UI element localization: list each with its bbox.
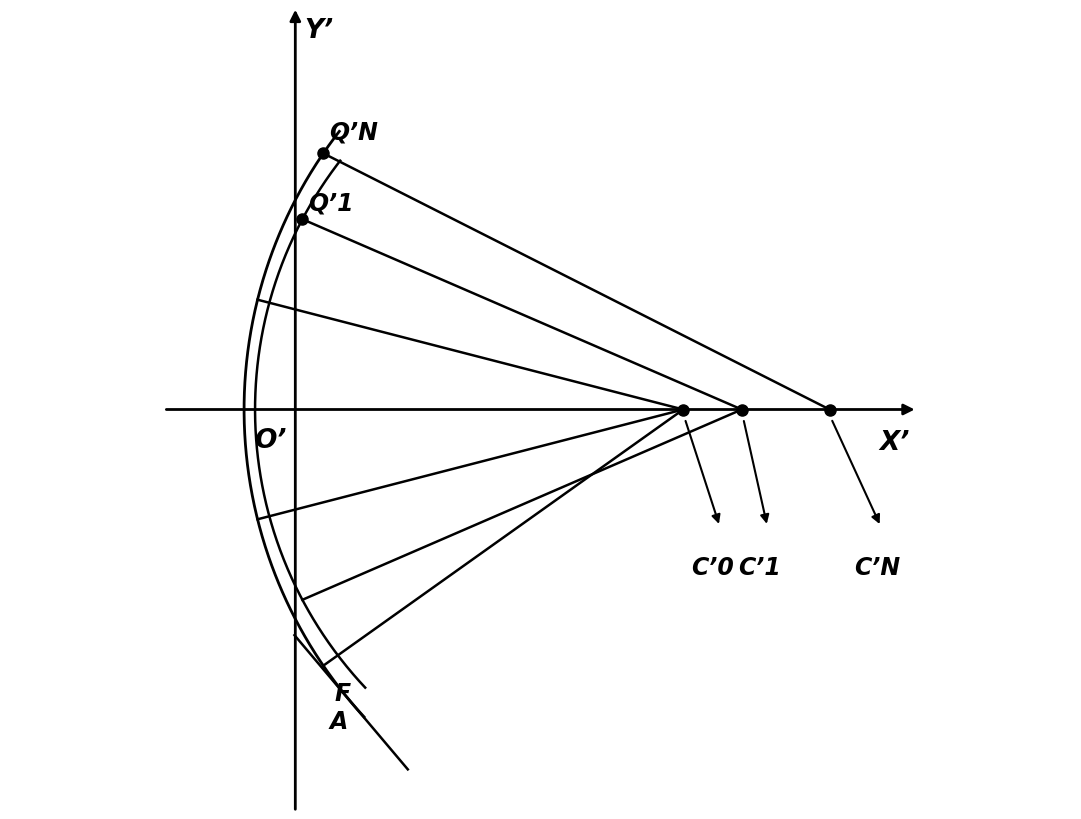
- Text: X’: X’: [880, 430, 910, 456]
- Text: Y’: Y’: [304, 18, 333, 44]
- Text: C’0: C’0: [691, 556, 734, 580]
- Text: C’N: C’N: [854, 556, 900, 580]
- Text: Q’1: Q’1: [308, 192, 353, 215]
- Text: O’: O’: [254, 428, 286, 454]
- Text: Q’N: Q’N: [329, 120, 378, 144]
- Text: F: F: [335, 681, 351, 706]
- Text: A: A: [330, 709, 347, 734]
- Text: C’1: C’1: [738, 556, 782, 580]
